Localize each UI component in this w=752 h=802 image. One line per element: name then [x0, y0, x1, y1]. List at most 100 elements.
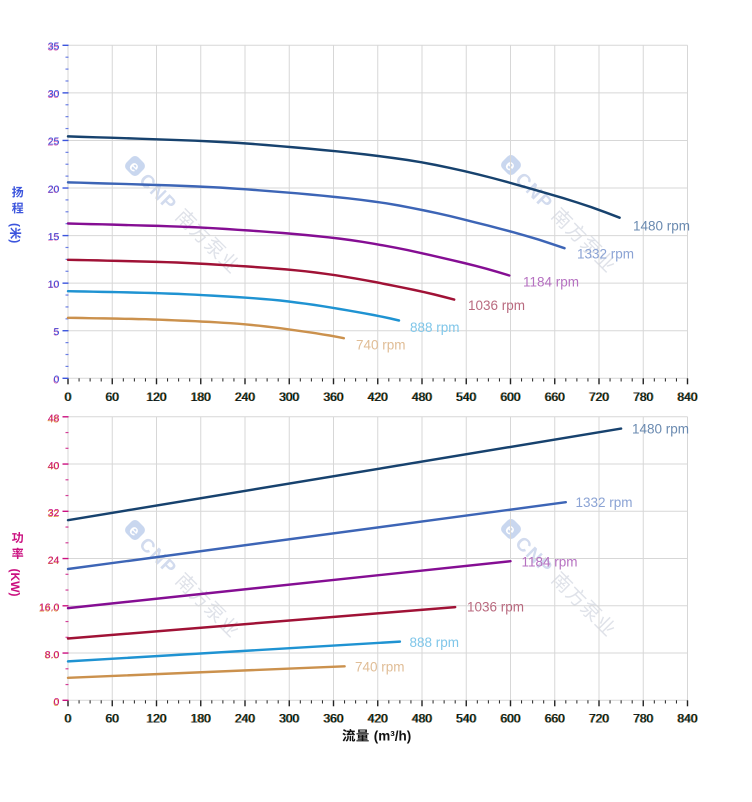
svg-text:780: 780 — [634, 390, 654, 404]
svg-text:48: 48 — [48, 413, 60, 425]
svg-text:660: 660 — [544, 711, 564, 725]
svg-text:660: 660 — [545, 711, 565, 725]
svg-text:0: 0 — [65, 390, 72, 404]
svg-text:120: 120 — [147, 711, 167, 725]
svg-text:8.0: 8.0 — [45, 649, 60, 661]
svg-text:360: 360 — [323, 711, 343, 725]
svg-text:780: 780 — [632, 390, 652, 404]
svg-text:60: 60 — [105, 711, 119, 725]
svg-text:360: 360 — [324, 711, 344, 725]
svg-text:780: 780 — [633, 390, 653, 404]
svg-text:540: 540 — [457, 711, 477, 725]
svg-text:840: 840 — [677, 711, 697, 725]
svg-text:1480 rpm: 1480 rpm — [632, 422, 689, 437]
svg-text:): ) — [8, 239, 22, 243]
svg-text:0: 0 — [64, 390, 71, 404]
svg-text:20: 20 — [48, 183, 60, 195]
svg-text:1184 rpm: 1184 rpm — [523, 274, 579, 289]
svg-text:720: 720 — [589, 711, 609, 725]
svg-text:25: 25 — [48, 136, 60, 148]
svg-text:540: 540 — [457, 390, 477, 404]
svg-text:10: 10 — [47, 279, 59, 291]
svg-text:120: 120 — [146, 390, 166, 404]
svg-text:480: 480 — [411, 711, 431, 725]
svg-text:240: 240 — [235, 711, 255, 725]
svg-text:720: 720 — [589, 390, 609, 404]
svg-text:0: 0 — [53, 374, 59, 386]
svg-text:60: 60 — [106, 711, 120, 725]
svg-text:240: 240 — [234, 711, 254, 725]
svg-text:240: 240 — [235, 390, 255, 404]
svg-text:5: 5 — [54, 326, 60, 338]
svg-text:60: 60 — [105, 390, 119, 404]
svg-text:(: ( — [8, 223, 22, 227]
svg-text:1332 rpm: 1332 rpm — [576, 495, 633, 510]
svg-text:0: 0 — [53, 697, 59, 709]
svg-text:840: 840 — [678, 390, 698, 404]
svg-text:40: 40 — [48, 460, 60, 472]
svg-text:1184 rpm: 1184 rpm — [522, 555, 578, 570]
svg-text:480: 480 — [412, 711, 432, 725]
svg-text:0: 0 — [65, 711, 72, 725]
svg-text:10: 10 — [48, 279, 60, 291]
svg-text:420: 420 — [367, 390, 387, 404]
svg-text:540: 540 — [456, 390, 476, 404]
svg-text:600: 600 — [500, 711, 520, 725]
svg-text:480: 480 — [411, 390, 431, 404]
svg-text:540: 540 — [455, 711, 475, 725]
svg-text:540: 540 — [455, 390, 475, 404]
svg-text:740 rpm: 740 rpm — [356, 338, 406, 353]
svg-text:8.0: 8.0 — [44, 650, 59, 662]
svg-text:420: 420 — [369, 390, 389, 404]
svg-text:16.0: 16.0 — [39, 602, 60, 614]
svg-text:1332 rpm: 1332 rpm — [577, 247, 634, 262]
svg-text:720: 720 — [590, 711, 610, 725]
svg-text:24: 24 — [47, 555, 59, 567]
svg-text:120: 120 — [146, 390, 166, 404]
svg-text:240: 240 — [234, 390, 254, 404]
svg-text:888 rpm: 888 rpm — [410, 635, 460, 650]
svg-text:120: 120 — [146, 711, 166, 725]
svg-text:180: 180 — [191, 711, 211, 725]
svg-text:420: 420 — [368, 390, 388, 404]
svg-text:780: 780 — [633, 711, 653, 725]
svg-text:60: 60 — [106, 390, 120, 404]
svg-text:1480 rpm: 1480 rpm — [633, 218, 690, 233]
svg-text:840: 840 — [677, 711, 697, 725]
svg-text:32: 32 — [48, 507, 60, 519]
svg-text:180: 180 — [192, 711, 212, 725]
svg-text:30: 30 — [47, 89, 59, 101]
svg-text:720: 720 — [590, 390, 610, 404]
svg-text:48: 48 — [47, 413, 59, 425]
svg-text:300: 300 — [278, 390, 298, 404]
svg-text:740 rpm: 740 rpm — [355, 660, 405, 675]
svg-text:360: 360 — [323, 390, 343, 404]
svg-text:0: 0 — [65, 390, 72, 404]
svg-text:240: 240 — [236, 390, 256, 404]
svg-text:600: 600 — [501, 390, 521, 404]
svg-text:180: 180 — [190, 711, 210, 725]
svg-text:60: 60 — [106, 711, 120, 725]
svg-text:0: 0 — [54, 374, 60, 386]
svg-text:5: 5 — [53, 327, 59, 339]
svg-text:180: 180 — [191, 390, 211, 404]
svg-text:40: 40 — [47, 461, 59, 473]
svg-text:(KW): (KW) — [8, 569, 22, 597]
svg-text:24: 24 — [48, 554, 60, 566]
svg-text:660: 660 — [545, 390, 565, 404]
svg-text:540: 540 — [456, 711, 476, 725]
svg-text:35: 35 — [47, 41, 59, 53]
svg-text:720: 720 — [588, 390, 608, 404]
svg-text:840: 840 — [677, 390, 697, 404]
svg-text:420: 420 — [369, 711, 389, 725]
svg-text:0: 0 — [65, 711, 72, 725]
svg-text:480: 480 — [413, 390, 433, 404]
svg-text:780: 780 — [632, 711, 652, 725]
svg-text:780: 780 — [634, 711, 654, 725]
svg-text:30: 30 — [48, 88, 60, 100]
svg-text:300: 300 — [279, 711, 299, 725]
svg-text:600: 600 — [500, 711, 520, 725]
svg-text:35: 35 — [48, 41, 60, 53]
svg-text:15: 15 — [47, 232, 59, 244]
svg-text:25: 25 — [47, 136, 59, 148]
